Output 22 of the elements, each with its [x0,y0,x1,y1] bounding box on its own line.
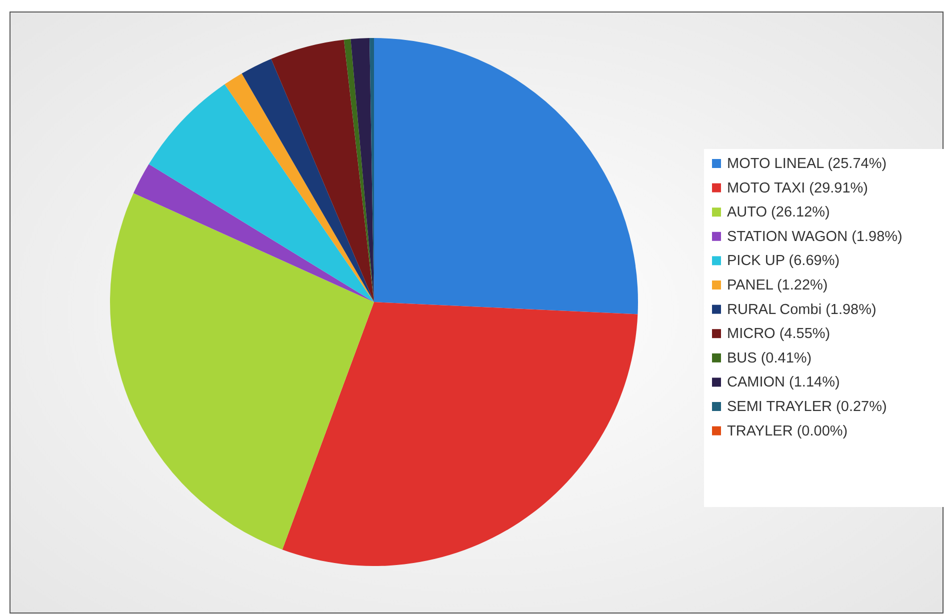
legend-label: STATION WAGON (1.98%) [727,228,902,245]
legend-label: PANEL (1.22%) [727,278,828,294]
legend-label: MICRO (4.55%) [727,326,830,342]
legend-label: AUTO (26.12%) [727,204,830,221]
legend-label: MOTO TAXI (29.91%) [727,180,868,196]
legend-label: BUS (0.41%) [727,350,812,366]
pie-slice [282,302,638,566]
pie-slice [224,74,374,302]
legend-label: TRAYLER (0.00%) [727,423,848,440]
legend-label: MOTO LINEAL (25.74%) [727,156,887,172]
pie-slice [133,164,374,302]
legend-label: RURAL Combi (1.98%) [727,302,876,318]
pie-slice [344,39,374,302]
pie-slice [148,84,374,302]
pie-slice [271,40,374,302]
pie-slice [242,58,374,302]
pie-slice [110,193,374,550]
legend-label: CAMION (1.14%) [727,374,840,391]
legend-label: SEMI TRAYLER (0.27%) [727,399,887,415]
legend-label: PICK UP (6.69%) [727,253,840,270]
pie-slice [350,38,374,302]
pie-slice [374,38,638,314]
